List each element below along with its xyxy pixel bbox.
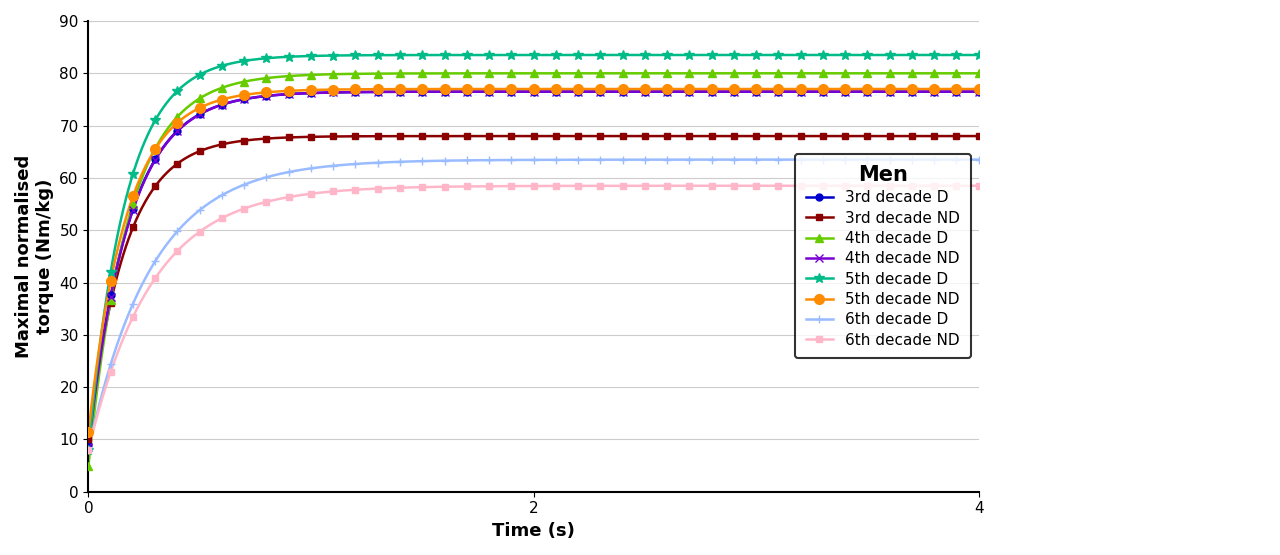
Legend: 3rd decade D, 3rd decade ND, 4th decade D, 4th decade ND, 5th decade D, 5th deca: 3rd decade D, 3rd decade ND, 4th decade … (795, 154, 972, 359)
X-axis label: Time (s): Time (s) (492, 522, 575, 540)
Y-axis label: Maximal normalised
torque (Nm/kg): Maximal normalised torque (Nm/kg) (15, 155, 54, 358)
